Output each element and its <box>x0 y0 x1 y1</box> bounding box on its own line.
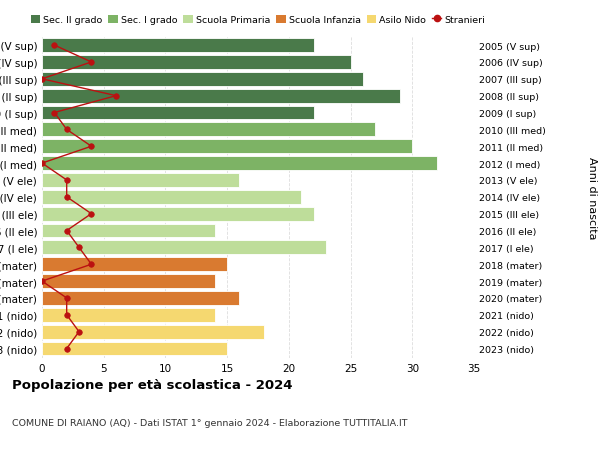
Bar <box>42 258 227 272</box>
Bar <box>42 190 301 204</box>
Bar <box>42 325 264 339</box>
Bar <box>42 140 412 154</box>
Bar <box>42 106 314 120</box>
Bar <box>42 241 326 255</box>
Bar <box>42 56 350 70</box>
Bar <box>42 39 314 53</box>
Text: Popolazione per età scolastica - 2024: Popolazione per età scolastica - 2024 <box>12 379 293 392</box>
Bar <box>42 291 239 305</box>
Text: Anni di nascita: Anni di nascita <box>587 156 597 239</box>
Bar <box>42 123 375 137</box>
Bar <box>42 308 215 322</box>
Legend: Sec. II grado, Sec. I grado, Scuola Primaria, Scuola Infanzia, Asilo Nido, Stran: Sec. II grado, Sec. I grado, Scuola Prim… <box>27 12 489 29</box>
Bar <box>42 90 400 103</box>
Bar <box>42 274 215 288</box>
Bar <box>42 207 314 221</box>
Bar <box>42 342 227 356</box>
Bar <box>42 157 437 171</box>
Bar <box>42 73 363 86</box>
Bar <box>42 174 239 187</box>
Bar <box>42 224 215 238</box>
Text: COMUNE DI RAIANO (AQ) - Dati ISTAT 1° gennaio 2024 - Elaborazione TUTTITALIA.IT: COMUNE DI RAIANO (AQ) - Dati ISTAT 1° ge… <box>12 418 407 427</box>
